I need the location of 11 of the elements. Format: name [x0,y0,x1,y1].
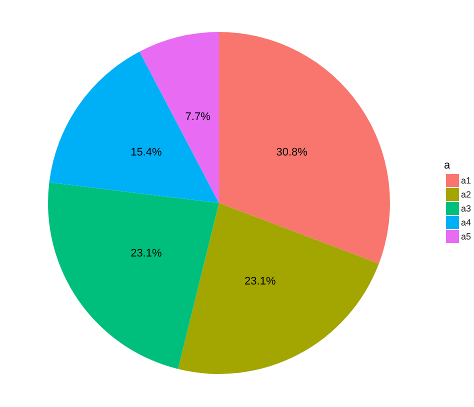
data-label: 23.1% [130,247,162,260]
legend-label: a1 [461,176,472,186]
legend-label: a3 [461,204,472,214]
legend-label: a4 [461,218,472,228]
legend-label: a5 [461,232,472,242]
data-label: 30.8% [276,146,308,159]
legend-title: a [444,160,451,172]
data-label: 7.7% [185,111,211,124]
legend-label: a2 [461,190,472,200]
data-label: 23.1% [244,275,276,288]
data-label: 15.4% [130,146,162,159]
